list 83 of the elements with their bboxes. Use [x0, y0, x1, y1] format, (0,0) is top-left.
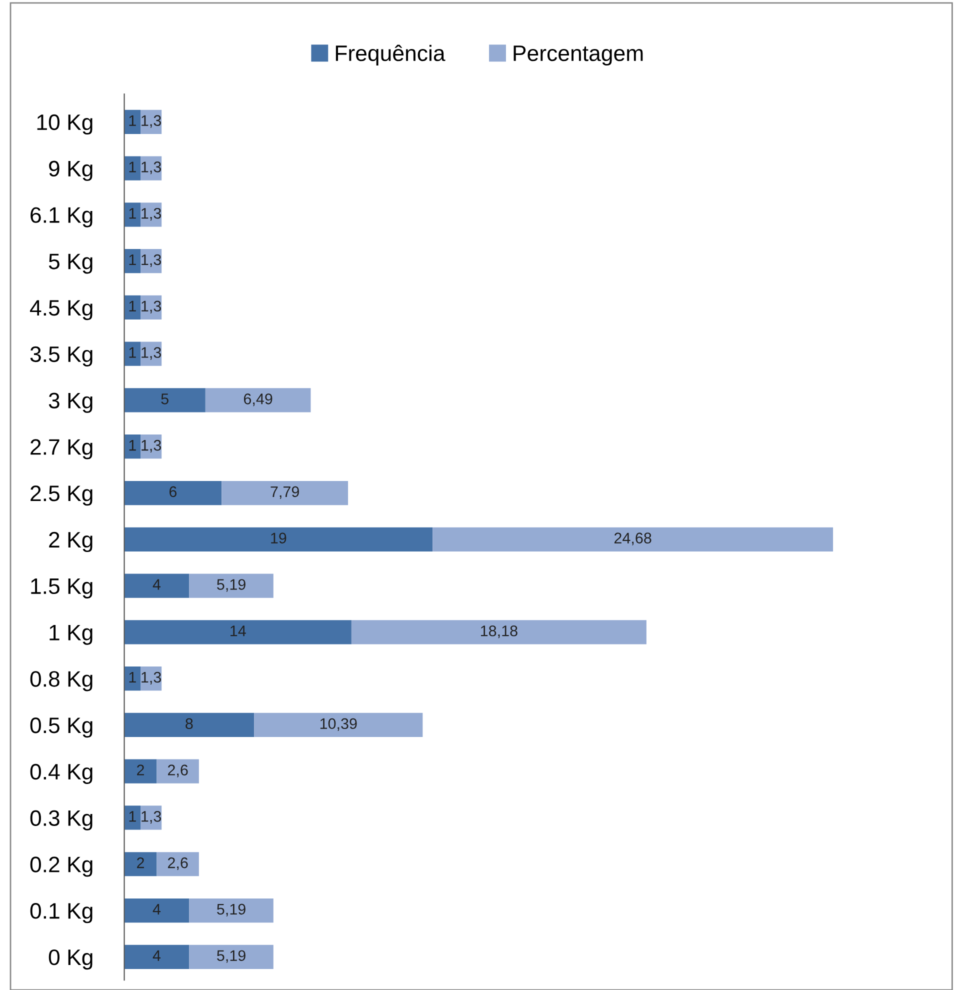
bar [124, 480, 222, 506]
bar [189, 944, 274, 969]
data-label: 1,3 [142, 811, 161, 824]
data-label: 5,19 [217, 904, 246, 916]
y-tick-label: 0 Kg [48, 949, 92, 970]
data-label: 1,3 [142, 440, 161, 453]
y-tick-label: 0.2 Kg [30, 856, 92, 877]
y-tick-label: 0.5 Kg [30, 717, 92, 738]
data-label: 8 [186, 718, 193, 730]
data-label: 18,18 [480, 625, 518, 638]
data-label: 24,68 [614, 532, 652, 546]
data-label: 1,3 [142, 672, 161, 684]
bar [156, 852, 199, 876]
y-tick-label: 6.1 Kg [30, 207, 92, 228]
data-label: 6 [169, 486, 177, 498]
data-label: 1 [129, 115, 136, 126]
bar [124, 898, 190, 923]
data-label: 2,6 [168, 764, 188, 778]
bar [189, 574, 274, 598]
data-label: 1,3 [142, 347, 161, 360]
y-tick-label: 2 Kg [49, 532, 92, 552]
y-tick-label: 0.8 Kg [30, 671, 92, 692]
data-label: 6,49 [244, 394, 272, 406]
y-tick-label: 1 Kg [50, 624, 92, 645]
bar [124, 620, 352, 644]
bar [124, 759, 157, 784]
data-label: 14 [230, 626, 246, 636]
data-label: 7,79 [270, 486, 299, 499]
bar [124, 156, 141, 180]
data-label: 1 [129, 440, 136, 451]
bar [124, 574, 190, 598]
y-tick-label: 0.1 Kg [30, 903, 92, 924]
data-label: 4 [152, 579, 161, 590]
bar [254, 712, 423, 738]
data-label: 1 [129, 208, 136, 219]
bar [222, 480, 348, 506]
data-label: 19 [271, 532, 286, 544]
y-tick-label: 0.3 Kg [30, 810, 92, 830]
data-label: 1,3 [142, 254, 161, 267]
bar [156, 759, 199, 784]
y-tick-label: 2.5 Kg [30, 486, 92, 506]
data-label: 1 [129, 254, 136, 266]
y-tick-label: 5 Kg [48, 254, 92, 274]
legend-label: Frequência [336, 44, 446, 66]
data-label: 1 [129, 672, 136, 683]
y-tick-label: 3 Kg [48, 392, 92, 413]
y-tick-label: 9 Kg [49, 160, 92, 181]
data-label: 4 [152, 950, 161, 961]
data-label: 2,6 [168, 857, 188, 870]
y-tick-label: 0.4 Kg [30, 764, 92, 784]
data-label: 1 [129, 300, 136, 312]
bar [124, 806, 141, 830]
bar [189, 898, 274, 923]
data-label: 1 [129, 811, 136, 822]
bar [124, 527, 433, 552]
y-tick-label: 10 Kg [37, 114, 92, 135]
bar [124, 712, 254, 738]
bar [140, 806, 162, 830]
bar [124, 944, 190, 969]
data-label: 1,3 [142, 162, 161, 174]
bar [432, 527, 834, 552]
data-label: 1 [129, 347, 136, 358]
data-label: 2 [137, 764, 144, 776]
data-label: 5,19 [217, 579, 246, 592]
data-label: 2 [137, 857, 144, 868]
data-label: 1,3 [142, 208, 161, 221]
data-label: 1,3 [142, 300, 161, 314]
bar [124, 852, 157, 876]
bar [124, 388, 206, 412]
bar [140, 156, 162, 180]
legend-label: Percentagem [514, 46, 643, 66]
bar [351, 620, 646, 644]
y-tick-label: 2.7 Kg [30, 439, 92, 460]
data-label: 5 [161, 394, 168, 404]
y-tick-label: 3.5 Kg [30, 346, 92, 366]
data-label: 10,39 [320, 718, 357, 731]
bar [205, 388, 311, 412]
y-tick-label: 4.5 Kg [30, 300, 92, 320]
data-label: 4 [152, 904, 161, 914]
y-tick-label: 1.5 Kg [31, 578, 92, 598]
data-label: 5,19 [217, 950, 246, 963]
data-label: 1 [129, 162, 136, 172]
data-label: 1,3 [142, 115, 161, 128]
